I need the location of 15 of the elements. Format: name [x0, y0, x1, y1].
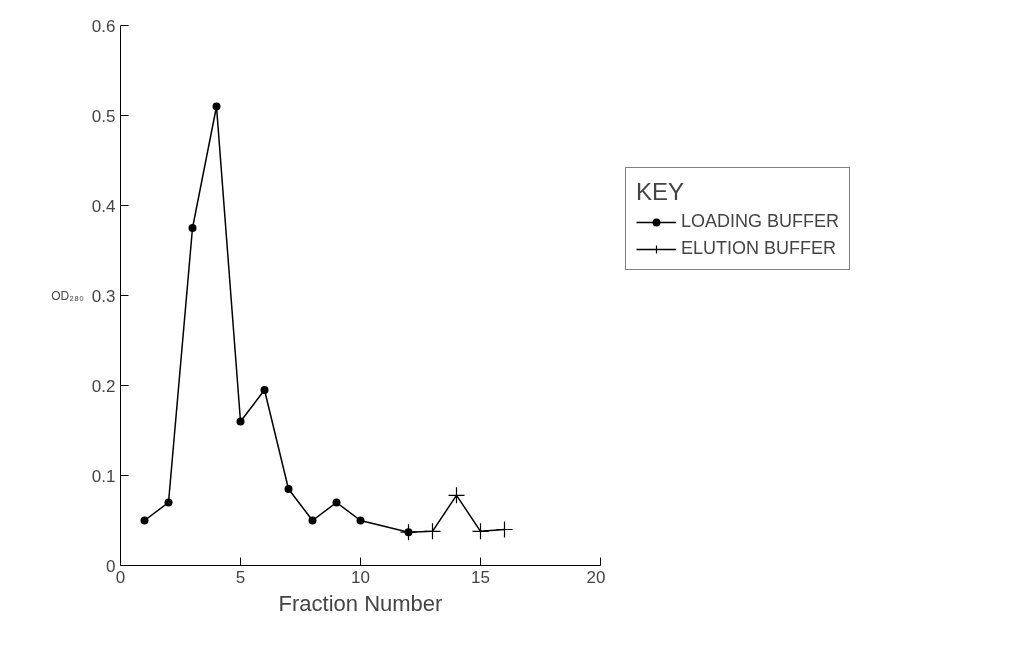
- legend-title: KEY: [636, 178, 686, 206]
- x-axis-title: Fraction Number: [278, 590, 443, 616]
- y-tick-label: 0.3: [91, 286, 116, 306]
- x-tick-label: 15: [471, 567, 490, 587]
- legend-label: LOADING BUFFER: [681, 211, 840, 232]
- y-tick-label: 0.6: [91, 16, 116, 36]
- y-tick-label: 0.5: [91, 106, 116, 126]
- y-tick-label: 0.1: [91, 466, 116, 486]
- x-tick-label: 20: [586, 567, 606, 587]
- legend-label: ELUTION BUFFER: [681, 238, 837, 259]
- x-tick-label: 5: [235, 567, 246, 587]
- y-tick-label: 0.4: [91, 196, 116, 216]
- y-axis-title: OD₂₈₀: [51, 288, 84, 303]
- y-tick-label: 0.2: [91, 376, 116, 396]
- x-tick-label: 10: [351, 567, 370, 587]
